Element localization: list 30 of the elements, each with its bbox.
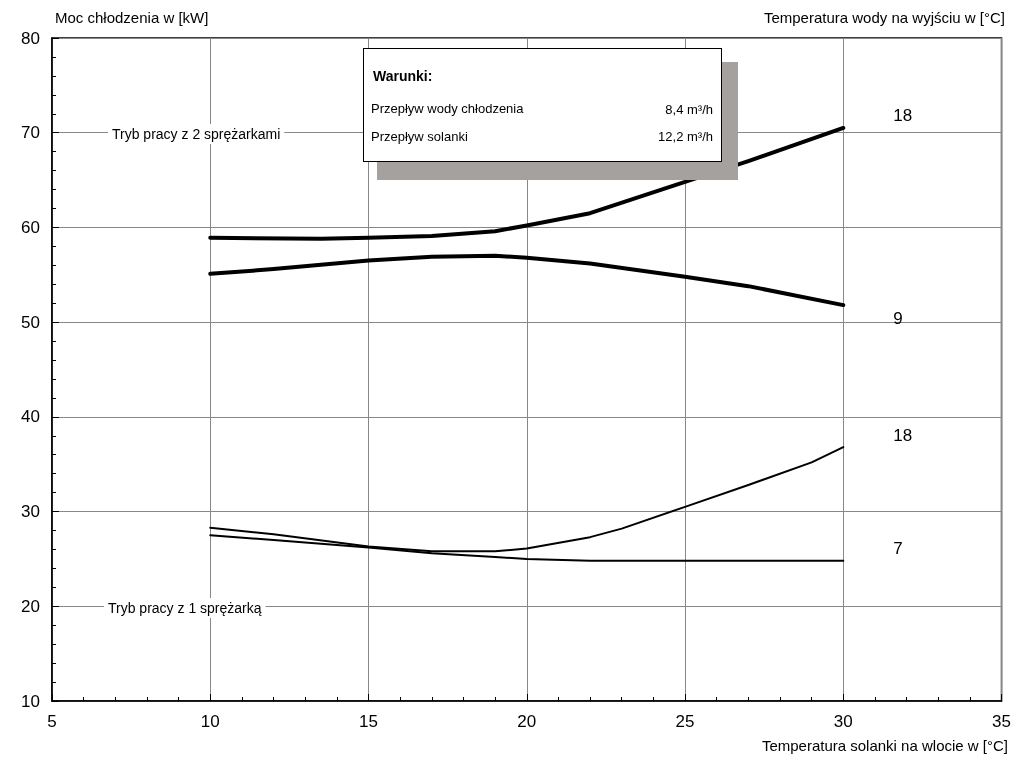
y-tick-label: 50	[21, 312, 40, 332]
y-tick-label: 20	[21, 596, 40, 616]
x-tick-label: 10	[200, 712, 220, 731]
line-series	[208, 253, 846, 308]
x-tick-label: 15	[359, 712, 378, 731]
text: 18	[893, 106, 913, 126]
x-tick-label: 35	[992, 712, 1012, 731]
annotation: Warunki:	[373, 68, 433, 84]
annotation: 8,4 m³/h	[665, 102, 713, 117]
y-tick-label: 10	[21, 691, 40, 711]
y-tick-label: 40	[21, 407, 40, 427]
legend-title: Temperatura wody na wyjściu w [°C]	[763, 9, 1005, 26]
y-tick-label: 70	[21, 123, 40, 143]
x-tick-label: 5	[47, 712, 57, 731]
annotation: Przepływ wody chłodzenia	[371, 101, 524, 116]
annotation: 12,2 m³/h	[658, 129, 713, 144]
y-tick-label: 30	[21, 502, 40, 522]
x-tick-label: 30	[833, 712, 853, 731]
text: 9	[893, 308, 903, 328]
annotation: Przepływ solanki	[371, 129, 468, 144]
x-axis-title: Temperatura solanki na wlocie w [°C]	[761, 737, 1008, 754]
y-axis-title: Moc chłodzenia w [kW]	[55, 9, 209, 26]
annotation: Tryb pracy z 1 sprężarką	[108, 600, 262, 616]
text: 18	[893, 425, 913, 445]
annotation: Tryb pracy z 2 sprężarkami	[112, 126, 281, 142]
x-tick-label: 25	[675, 712, 695, 731]
y-tick-label: 80	[21, 28, 40, 48]
text: 7	[893, 539, 903, 559]
x-tick-label: 20	[517, 712, 537, 731]
y-tick-label: 60	[21, 217, 40, 237]
